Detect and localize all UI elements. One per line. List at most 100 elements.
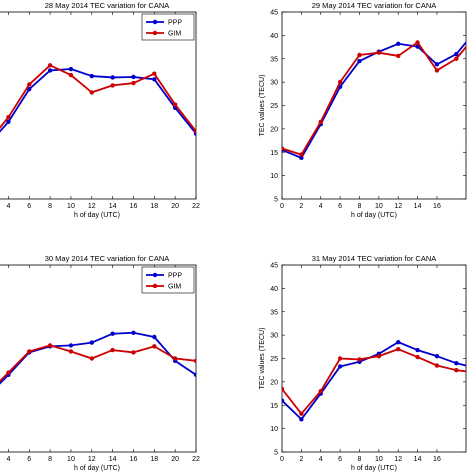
y-axis-label: TEC values (TECU)	[259, 328, 266, 390]
data-point-ppp	[6, 119, 11, 125]
data-point-gim	[110, 83, 115, 88]
data-point-gim	[47, 63, 53, 68]
x-axis-label: h of day (UTC)	[74, 212, 120, 219]
series-line-ppp	[0, 68, 196, 135]
data-point-ppp	[299, 417, 304, 422]
x-tick-label: 8	[358, 456, 362, 463]
x-tick-label: 8	[48, 456, 52, 463]
chart-panel-2: 0 2 4 6 8 10 12 14 16 5 10 15 20 25 30 35 40 45 29 May 201…	[259, 1, 467, 219]
data-point-gim	[110, 347, 115, 353]
data-point-gim	[299, 411, 304, 416]
x-tick-label: 10	[67, 203, 75, 210]
legend-box	[141, 13, 195, 41]
legend-marker-gim	[152, 283, 158, 289]
y-tick-label: 40	[270, 286, 278, 293]
y-tick-label: 20	[270, 379, 278, 386]
legend-label-gim: GIM	[168, 284, 181, 291]
data-point-ppp	[152, 334, 157, 340]
data-point-gim	[131, 350, 136, 355]
x-tick-label: 18	[150, 456, 158, 463]
data-point-ppp	[110, 331, 115, 336]
data-point-ppp	[396, 339, 401, 345]
x-tick-label: 22	[192, 456, 200, 463]
y-tick-label: 15	[270, 150, 278, 157]
y-tick-label: 40	[270, 33, 278, 40]
legend-label-gim: GIM	[168, 31, 181, 38]
y-tick-label: 10	[270, 426, 278, 433]
data-point-gim	[376, 50, 382, 55]
chart-title: 29 May 2014 TEC variation for CANA	[312, 1, 437, 10]
data-point-ppp	[396, 41, 401, 46]
data-point-ppp	[131, 330, 136, 335]
x-tick-label: 10	[67, 456, 75, 463]
axes-box	[0, 264, 197, 453]
x-tick-label: 14	[109, 456, 117, 463]
data-point-ppp	[282, 398, 285, 403]
plot-area	[0, 330, 196, 385]
legend-marker-gim	[152, 30, 158, 36]
x-tick-label: 2	[299, 203, 303, 210]
x-tick-label: 12	[394, 203, 402, 210]
data-point-gim	[193, 129, 196, 134]
data-point-ppp	[27, 86, 32, 92]
data-point-gim	[68, 349, 74, 354]
data-point-gim	[68, 72, 74, 78]
x-axis-label: h of day (UTC)	[74, 465, 120, 472]
x-tick-label: 4	[6, 456, 10, 463]
legend-marker-ppp	[152, 19, 158, 25]
data-point-gim	[318, 389, 323, 394]
x-tick-label: 6	[27, 203, 31, 210]
plot-area	[282, 339, 466, 422]
data-point-gim	[434, 363, 440, 368]
data-point-ppp	[68, 66, 74, 72]
data-point-gim	[6, 370, 11, 375]
x-tick-label: 12	[394, 456, 402, 463]
data-point-gim	[172, 102, 178, 107]
x-tick-label: 4	[6, 203, 10, 210]
data-point-gim	[47, 343, 53, 348]
data-point-ppp	[47, 68, 53, 73]
data-point-ppp	[299, 155, 304, 161]
y-tick-label: 20	[270, 126, 278, 133]
chart-panel-3: 4 6 8 10 12 14 16 18 20 22 30 May 2014 TEC variati…	[0, 254, 200, 472]
x-axis-label: h of day (UTC)	[351, 465, 397, 472]
x-axis-label: h of day (UTC)	[351, 212, 397, 219]
y-tick-label: 35	[270, 56, 278, 63]
y-tick-label: 35	[270, 309, 278, 316]
y-tick-label: 10	[270, 173, 278, 180]
x-tick-label: 0	[280, 203, 284, 210]
y-tick-label: 45	[270, 10, 278, 17]
legend-marker-ppp	[152, 272, 158, 278]
data-point-gim	[318, 119, 323, 125]
data-point-ppp	[131, 74, 136, 80]
data-point-ppp	[415, 347, 420, 353]
data-point-gim	[172, 356, 178, 361]
data-point-ppp	[337, 364, 343, 369]
data-point-ppp	[89, 73, 94, 79]
data-point-ppp	[110, 75, 115, 80]
data-point-gim	[152, 71, 157, 76]
x-tick-label: 8	[48, 203, 52, 210]
data-point-gim	[337, 79, 343, 85]
data-point-ppp	[454, 51, 459, 57]
legend-label-ppp: PPP	[168, 273, 182, 280]
x-tick-label: 10	[375, 456, 383, 463]
data-point-gim	[282, 146, 285, 151]
y-tick-label: 15	[270, 403, 278, 410]
series-line-ppp	[0, 331, 196, 385]
chart-panel-4: 0 2 4 6 8 10 12 14 16 5 10 15 20 25 30 35 40 45 31 May 201…	[259, 254, 467, 472]
data-point-ppp	[357, 58, 362, 64]
x-tick-label: 14	[414, 456, 422, 463]
chart-title: 30 May 2014 TEC variation for CANA	[45, 254, 170, 263]
data-point-ppp	[89, 340, 94, 345]
y-axis-label: TEC values (TECU)	[259, 75, 266, 137]
y-tick-label: 25	[270, 356, 278, 363]
x-tick-label: 2	[299, 456, 303, 463]
data-point-gim	[357, 357, 362, 362]
data-point-gim	[396, 53, 401, 59]
x-tick-label: 16	[130, 456, 138, 463]
data-point-ppp	[434, 62, 440, 67]
data-point-gim	[415, 40, 420, 45]
x-tick-label: 6	[338, 203, 342, 210]
data-point-gim	[282, 386, 285, 392]
